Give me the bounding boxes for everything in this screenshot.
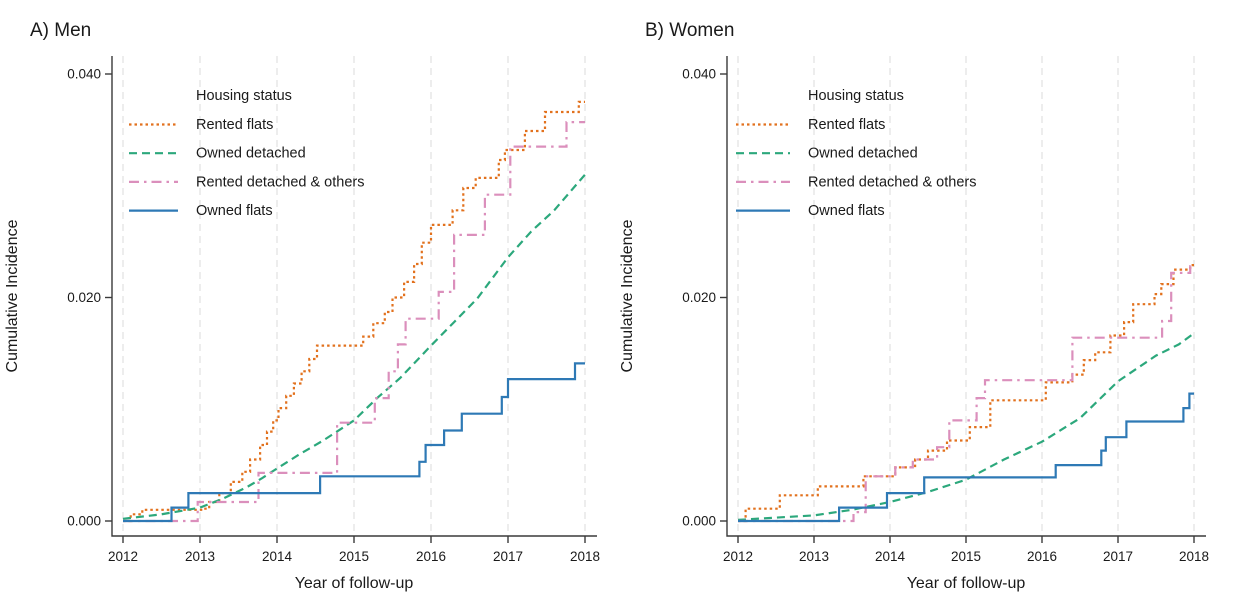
curve-rented-detached-others-a-men [123,121,585,523]
panel-title-a-men: A) Men [30,20,91,41]
legend-label-rented-flats: Rented flats [196,117,273,133]
axes-a-men [111,56,597,537]
legend-label-rented-detached-others: Rented detached & others [196,174,364,190]
x-tick-label: 2017 [493,549,523,564]
x-tick-label: 2017 [1103,549,1133,564]
y-axis-label-a-men: Cumulative Incidence [4,219,21,372]
x-axis-label-a-men: Year of follow-up [295,575,414,592]
x-tick-label: 2015 [951,549,981,564]
legend-label-rented-flats: Rented flats [808,117,885,133]
y-tick-label: 0.020 [682,290,716,305]
axes-b-women [726,56,1206,537]
curve-owned-flats-a-men [123,362,585,523]
y-tick-label: 0.020 [67,290,101,305]
panel-b-women: 0.000 0.020 0.040 2012 2013 2014 2015 2016 2017 2… [619,20,1209,592]
y-tick-label: 0.040 [67,67,101,82]
curve-owned-flats-b-women [738,392,1194,523]
legend-label-owned-flats: Owned flats [808,203,885,219]
curve-rented-flats-a-men [123,100,585,523]
x-tick-label: 2013 [185,549,215,564]
legend-label-owned-flats: Owned flats [196,203,273,219]
curve-rented-flats-b-women [738,264,1194,523]
panel-title-b-women: B) Women [645,20,734,41]
legend-label-owned-detached: Owned detached [196,146,306,162]
x-tick-label: 2018 [570,549,600,564]
y-tick-label: 0.000 [67,514,101,529]
y-tick-label: 0.000 [682,514,716,529]
x-tick-label: 2012 [108,549,138,564]
legend-a-men: Housing status Rented flats Owned detached… [129,88,364,219]
x-tick-label: 2014 [262,549,293,564]
x-tick-label: 2016 [1027,549,1057,564]
x-tick-label: 2012 [723,549,753,564]
x-tick-label: 2016 [416,549,446,564]
curve-owned-detached-b-women [737,332,1195,521]
legend-label-rented-detached-others: Rented detached & others [808,174,976,190]
curve-rented-detached-others-b-women [738,265,1194,523]
x-axis-label-b-women: Year of follow-up [907,575,1026,592]
x-tick-label: 2015 [339,549,369,564]
x-tick-label: 2018 [1179,549,1209,564]
y-tick-label: 0.040 [682,67,716,82]
panel-a-men: 0.000 0.020 0.040 2012 2013 2014 2015 2016 2017 2… [4,20,600,592]
y-axis-label-b-women: Cumulative Incidence [619,219,636,372]
legend-label-owned-detached: Owned detached [808,146,918,162]
legend-b-women: Housing status Rented flats Owned detached… [736,88,976,219]
legend-title: Housing status [808,88,904,104]
legend-title: Housing status [196,88,292,104]
x-tick-label: 2013 [799,549,829,564]
x-tick-label: 2014 [875,549,906,564]
